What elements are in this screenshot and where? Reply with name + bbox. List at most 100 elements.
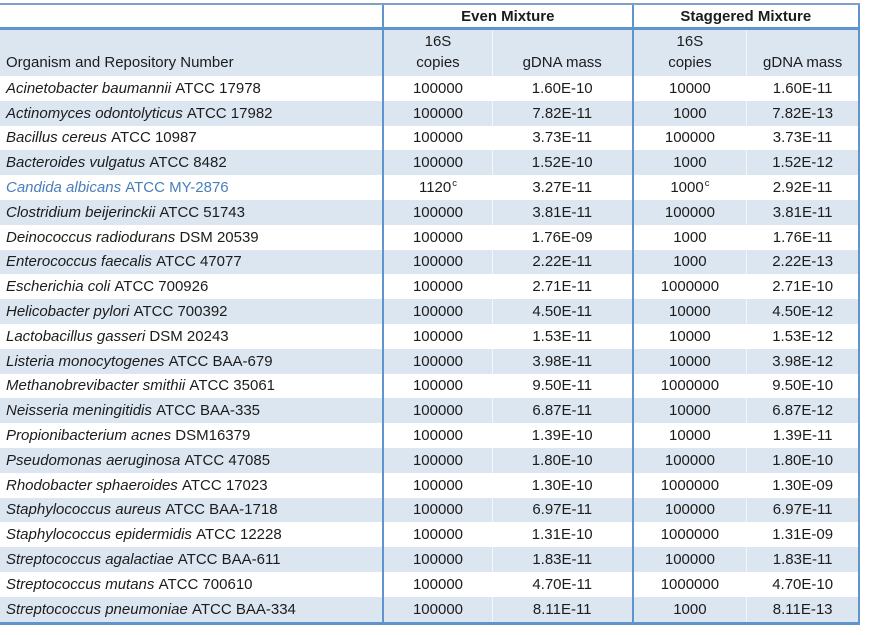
even-gdna-mass-value: 3.27E-11 xyxy=(532,179,593,197)
staggered-16s-copies-value: 1000 xyxy=(673,253,707,271)
staggered-gdna-mass-value: 7.82E-13 xyxy=(772,104,834,122)
staggered-16s-copies-value: 1000 xyxy=(673,228,707,246)
staggered-gdna-mass-value: 4.50E-12 xyxy=(772,303,834,321)
even-16s-copies-cell: 100000 xyxy=(382,125,492,151)
staggered-16s-copies-cell: 10000 xyxy=(631,348,747,374)
organism-strain: ATCC 700392 xyxy=(133,303,228,321)
staggered-16s-copies-value: 1000 xyxy=(673,600,707,618)
column-header-staggered-gdna-mass: gDNA mass xyxy=(746,30,858,76)
table-row: Staphylococcus epidermidis ATCC 12228 10… xyxy=(0,522,860,548)
staggered-gdna-mass-cell: 3.98E-12 xyxy=(746,348,858,374)
staggered-gdna-mass-cell: 7.82E-13 xyxy=(746,100,858,126)
table-row: Acinetobacter baumannii ATCC 17978 10000… xyxy=(0,76,860,101)
even-gdna-mass-cell: 9.50E-11 xyxy=(491,373,632,399)
staggered-16s-copies-cell: 1000c xyxy=(631,175,747,200)
staggered-gdna-mass-cell: 1.30E-09 xyxy=(746,472,858,498)
even-gdna-mass-cell: 6.97E-11 xyxy=(491,497,632,523)
organism-strain: ATCC MY-2876 xyxy=(125,179,229,197)
organism-cell: Staphylococcus aureus ATCC BAA-1718 xyxy=(0,498,382,523)
even-16s-copies-cell: 100000 xyxy=(382,522,492,548)
even-16s-copies-value: 100000 xyxy=(412,327,464,345)
staggered-gdna-mass-cell: 2.22E-13 xyxy=(746,249,858,275)
table-row: Listeria monocytogenes ATCC BAA-679 1000… xyxy=(0,348,860,374)
even-16s-copies-value: 100000 xyxy=(412,303,464,321)
column-header-row: Organism and Repository Number 16S copie… xyxy=(0,30,860,76)
organism-cell: Actinomyces odontolyticus ATCC 17982 xyxy=(0,101,382,126)
staggered-gdna-mass-cell: 3.73E-11 xyxy=(746,125,858,151)
organism-cell: Propionibacterium acnes DSM16379 xyxy=(0,423,382,448)
even-16s-copies-cell: 100000 xyxy=(382,199,492,225)
organism-cell: Clostridium beijerinckii ATCC 51743 xyxy=(0,200,382,225)
footnote-marker: c xyxy=(452,178,457,190)
staggered-gdna-mass-value: 2.71E-10 xyxy=(772,278,834,296)
column-header-even-16s-copies: 16S copies xyxy=(382,30,492,76)
even-16s-copies-cell: 100000 xyxy=(382,596,492,622)
staggered-gdna-mass-cell: 1.80E-10 xyxy=(746,447,858,473)
even-gdna-label: gDNA mass xyxy=(522,54,602,71)
organism-species: Enterococcus faecalis xyxy=(6,253,152,271)
staggered-16s-copies-value: 100000 xyxy=(664,551,715,569)
organism-strain: ATCC 51743 xyxy=(159,203,245,221)
even-gdna-mass-value: 1.76E-09 xyxy=(531,228,593,246)
even-16s-copies-cell: 100000 xyxy=(382,348,492,374)
even-gdna-mass-value: 2.22E-11 xyxy=(532,253,593,271)
organism-species: Bacteroides vulgatus xyxy=(6,154,146,172)
even-16s-copies-cell: 100000 xyxy=(382,299,492,324)
staggered-gdna-mass-value: 3.98E-12 xyxy=(772,352,834,370)
even-16s-copies-cell: 100000 xyxy=(382,100,492,126)
organism-cell: Acinetobacter baumannii ATCC 17978 xyxy=(0,76,382,101)
even-gdna-mass-cell: 3.73E-11 xyxy=(491,125,632,151)
table-row: Methanobrevibacter smithii ATCC 35061 10… xyxy=(0,373,860,399)
even-16s-copies-value: 100000 xyxy=(412,377,464,395)
staggered-16s-copies-value: 10000 xyxy=(669,427,711,445)
staggered-16s-copies-value: 10000 xyxy=(669,303,711,321)
staggered-16s-copies-cell: 100000 xyxy=(631,547,747,572)
staggered-gdna-mass-value: 1.80E-10 xyxy=(772,451,834,469)
organism-strain: ATCC 47085 xyxy=(184,451,271,469)
even-16s-copies-cell: 100000 xyxy=(382,547,492,572)
staggered-16s-copies-value: 100000 xyxy=(664,501,715,519)
even-gdna-mass-value: 4.70E-11 xyxy=(532,575,593,593)
organism-strain: ATCC BAA-679 xyxy=(168,352,273,370)
organism-cell: Bacteroides vulgatus ATCC 8482 xyxy=(0,150,382,175)
organism-cell: Streptococcus pneumoniae ATCC BAA-334 xyxy=(0,597,382,622)
group-header-spacer xyxy=(0,5,382,27)
staggered-gdna-mass-value: 1.31E-09 xyxy=(772,526,834,544)
organism-species: Helicobacter pylori xyxy=(6,303,130,321)
staggered-16s-copies-value: 100000 xyxy=(664,203,715,221)
staggered-gdna-mass-value: 8.11E-13 xyxy=(772,600,833,618)
organism-species: Staphylococcus epidermidis xyxy=(6,526,192,544)
organism-header-label: Organism and Repository Number xyxy=(6,54,234,71)
staggered-gdna-mass-cell: 2.71E-10 xyxy=(746,274,858,300)
organism-strain: ATCC 8482 xyxy=(149,154,227,172)
staggered-gdna-mass-value: 2.22E-13 xyxy=(772,253,834,271)
even-gdna-mass-cell: 1.76E-09 xyxy=(491,224,632,250)
table-row: Lactobacillus gasseri DSM 20243 100000 1… xyxy=(0,323,860,349)
organism-cell: Helicobacter pylori ATCC 700392 xyxy=(0,299,382,324)
organism-species: Streptococcus mutans xyxy=(6,575,155,593)
even-16s-copies-value: 100000 xyxy=(412,228,464,246)
even-16s-copies-value: 1120c xyxy=(418,178,457,197)
staggered-gdna-mass-cell: 8.11E-13 xyxy=(746,596,858,622)
even-16s-copies-cell: 100000 xyxy=(382,497,492,523)
organism-cell: Bacillus cereus ATCC 10987 xyxy=(0,126,382,151)
table-row: Bacteroides vulgatus ATCC 8482 100000 1.… xyxy=(0,150,860,176)
table-row: Actinomyces odontolyticus ATCC 17982 100… xyxy=(0,100,860,126)
staggered-gdna-mass-cell: 6.97E-11 xyxy=(746,497,858,523)
organism-strain: ATCC 10987 xyxy=(111,129,197,147)
staggered-gdna-mass-value: 3.73E-11 xyxy=(772,129,833,147)
even-gdna-mass-cell: 3.81E-11 xyxy=(491,199,632,225)
even-16s-copies-cell: 100000 xyxy=(382,373,492,399)
staggered-gdna-mass-cell: 1.83E-11 xyxy=(746,547,858,572)
even-gdna-mass-value: 6.97E-11 xyxy=(532,501,593,519)
staggered-gdna-mass-cell: 4.70E-10 xyxy=(746,571,858,597)
staggered-16s-copies-cell: 1000000 xyxy=(631,274,747,300)
footnote-marker: c xyxy=(704,178,710,190)
organism-species: Actinomyces odontolyticus xyxy=(6,104,183,122)
column-header-staggered-16s-copies: 16S copies xyxy=(631,30,747,76)
even-gdna-mass-cell: 1.53E-11 xyxy=(491,323,632,349)
staggered-16s-copies-value: 10000 xyxy=(669,79,711,97)
organism-strain: DSM 20539 xyxy=(179,228,259,246)
staggered-16s-copies-cell: 100000 xyxy=(631,497,747,523)
even-16s-copies-value: 100000 xyxy=(412,575,464,593)
